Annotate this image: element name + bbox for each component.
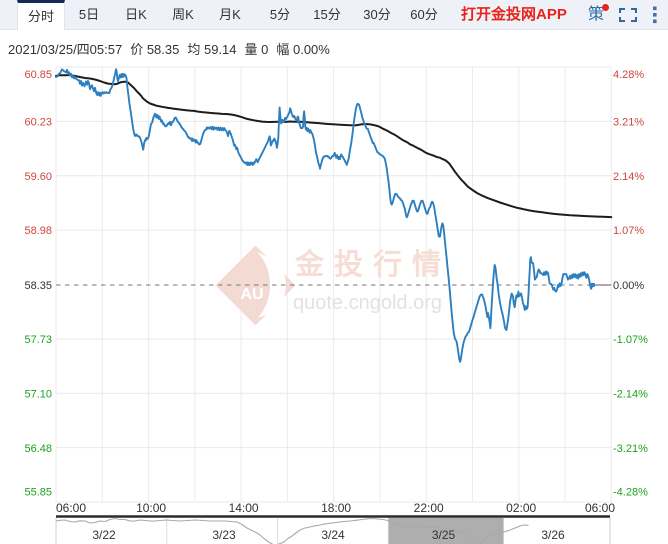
svg-text:3/22: 3/22 (92, 528, 116, 542)
svg-text:60.85: 60.85 (24, 69, 52, 81)
svg-text:3.21%: 3.21% (613, 116, 644, 128)
svg-text:1.07%: 1.07% (613, 225, 644, 237)
svg-text:2.14%: 2.14% (613, 171, 644, 183)
svg-text:-3.21%: -3.21% (613, 443, 648, 455)
svg-text:02:00: 02:00 (506, 501, 536, 515)
svg-text:金投行情: 金投行情 (294, 247, 451, 281)
svg-text:06:00: 06:00 (585, 501, 615, 515)
svg-text:22:00: 22:00 (414, 501, 444, 515)
svg-text:10:00: 10:00 (136, 501, 166, 515)
svg-text:58.35: 58.35 (24, 280, 52, 292)
svg-text:60.23: 60.23 (24, 116, 52, 128)
svg-text:0.00%: 0.00% (613, 280, 644, 292)
svg-text:quote.cngold.org: quote.cngold.org (293, 292, 442, 314)
svg-text:06:00: 06:00 (56, 501, 86, 515)
svg-text:3/26: 3/26 (541, 528, 565, 542)
svg-text:14:00: 14:00 (229, 501, 259, 515)
svg-text:59.60: 59.60 (24, 171, 52, 183)
svg-text:56.48: 56.48 (24, 443, 52, 455)
svg-text:58.98: 58.98 (24, 225, 52, 237)
svg-text:3/23: 3/23 (212, 528, 236, 542)
svg-text:57.10: 57.10 (24, 388, 52, 400)
svg-text:57.73: 57.73 (24, 334, 52, 346)
svg-text:-4.28%: -4.28% (613, 487, 648, 499)
svg-text:-1.07%: -1.07% (613, 334, 648, 346)
svg-text:AU: AU (240, 286, 263, 303)
svg-text:3/24: 3/24 (321, 528, 345, 542)
svg-text:3/25: 3/25 (432, 528, 456, 542)
svg-text:4.28%: 4.28% (613, 69, 644, 81)
svg-text:18:00: 18:00 (321, 501, 351, 515)
svg-text:-2.14%: -2.14% (613, 388, 648, 400)
svg-text:55.85: 55.85 (24, 487, 52, 499)
